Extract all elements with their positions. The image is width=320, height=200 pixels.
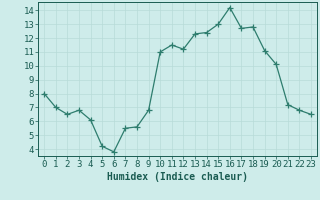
- X-axis label: Humidex (Indice chaleur): Humidex (Indice chaleur): [107, 172, 248, 182]
